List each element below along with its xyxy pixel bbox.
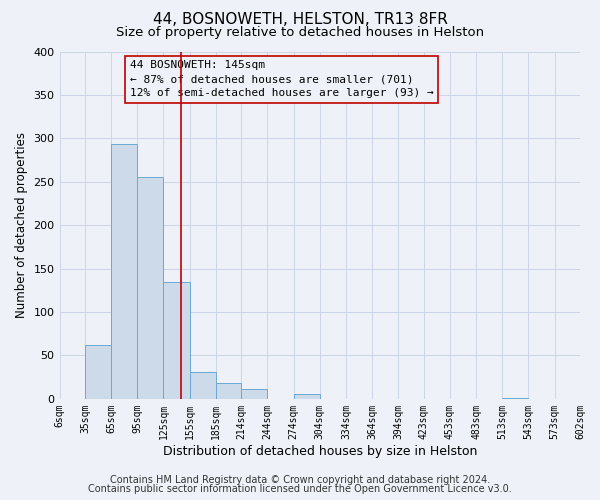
Bar — [85, 345, 111, 399]
Bar — [502, 398, 529, 399]
Bar — [241, 390, 268, 399]
X-axis label: Distribution of detached houses by size in Helston: Distribution of detached houses by size … — [163, 444, 477, 458]
Text: 44 BOSNOWETH: 145sqm
← 87% of detached houses are smaller (701)
12% of semi-deta: 44 BOSNOWETH: 145sqm ← 87% of detached h… — [130, 60, 434, 98]
Text: Size of property relative to detached houses in Helston: Size of property relative to detached ho… — [116, 26, 484, 39]
Bar — [216, 383, 241, 399]
Bar — [293, 394, 320, 399]
Text: Contains HM Land Registry data © Crown copyright and database right 2024.: Contains HM Land Registry data © Crown c… — [110, 475, 490, 485]
Text: 44, BOSNOWETH, HELSTON, TR13 8FR: 44, BOSNOWETH, HELSTON, TR13 8FR — [152, 12, 448, 28]
Y-axis label: Number of detached properties: Number of detached properties — [15, 132, 28, 318]
Bar — [137, 178, 163, 399]
Bar — [190, 372, 216, 399]
Bar — [111, 144, 137, 399]
Bar — [163, 282, 190, 399]
Text: Contains public sector information licensed under the Open Government Licence v3: Contains public sector information licen… — [88, 484, 512, 494]
